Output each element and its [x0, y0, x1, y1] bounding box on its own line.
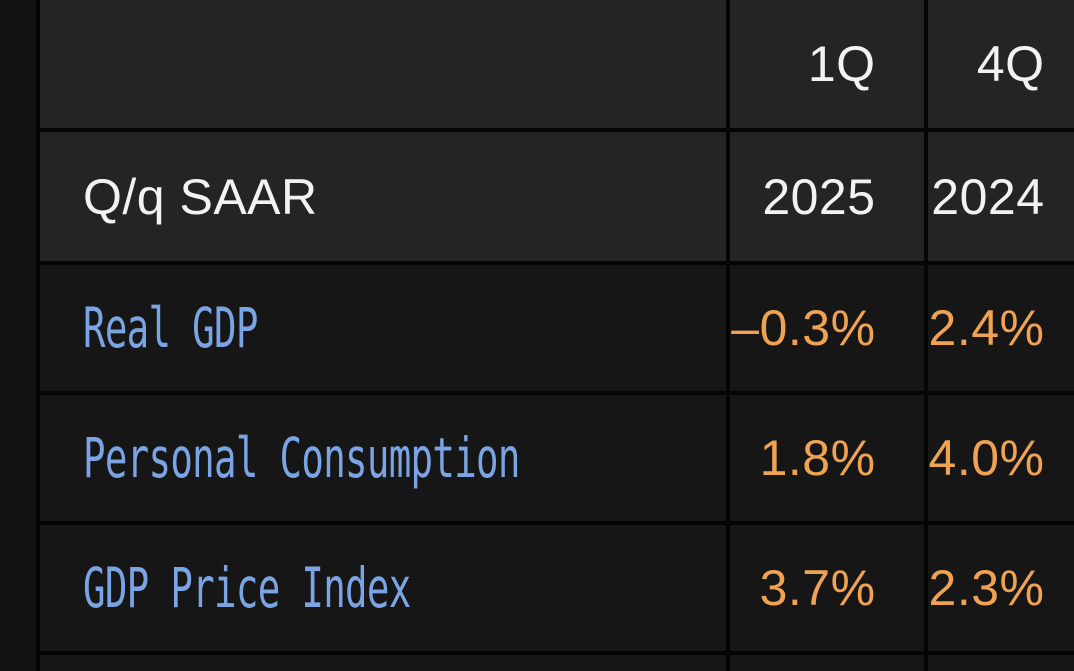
year-2024-cell: 2024: [923, 128, 1074, 265]
row-label-cell: Personal Consumption: [35, 391, 731, 525]
cutoff-row-cell: [923, 651, 1074, 671]
table-row-gdp-price-index[interactable]: GDP Price Index 3.7% 2.3%: [35, 521, 1074, 655]
quarter-4q-label: 4Q: [976, 36, 1045, 92]
value-cell: 2.4%: [923, 261, 1074, 395]
value-cell: 1.8%: [726, 391, 928, 525]
corner-label: Q/q SAAR: [83, 168, 318, 225]
value-4q-2024: 2.4%: [928, 300, 1045, 356]
value-4q-2024: 4.0%: [928, 430, 1045, 486]
cutoff-row-cell: [35, 651, 731, 671]
value-cell: 3.7%: [726, 521, 928, 655]
table-row-personal-consumption[interactable]: Personal Consumption 1.8% 4.0%: [35, 391, 1074, 525]
cutoff-next-row: [35, 651, 1074, 671]
row-label-cell: GDP Price Index: [35, 521, 731, 655]
year-2025-cell: 2025: [726, 128, 928, 265]
row-label-cell: Real GDP: [35, 261, 731, 395]
value-cell: –0.3%: [726, 261, 928, 395]
row-label: Real GDP: [83, 296, 258, 360]
quarter-1q-cell: 1Q: [726, 0, 928, 132]
corner-label-cell: Q/q SAAR: [35, 128, 731, 265]
row-label: GDP Price Index: [83, 556, 411, 620]
value-4q-2024: 2.3%: [928, 560, 1045, 616]
year-2025-label: 2025: [762, 168, 876, 225]
quarter-header-row: 1Q 4Q: [35, 0, 1074, 132]
value-cell: 4.0%: [923, 391, 1074, 525]
corner-empty-cell: [35, 0, 731, 132]
value-1q-2025: 3.7%: [759, 560, 876, 616]
value-1q-2025: –0.3%: [731, 300, 876, 356]
value-1q-2025: 1.8%: [759, 430, 876, 486]
row-label: Personal Consumption: [83, 426, 520, 490]
value-cell: 2.3%: [923, 521, 1074, 655]
quarter-4q-cell: 4Q: [923, 0, 1074, 132]
year-header-row: Q/q SAAR 2025 2024: [35, 128, 1074, 265]
quarter-1q-label: 1Q: [807, 36, 876, 92]
cutoff-row-cell: [726, 651, 928, 671]
table-row-real-gdp[interactable]: Real GDP –0.3% 2.4%: [35, 261, 1074, 395]
gdp-table-wrap: 1Q 4Q Q/q SAAR 2025 2024: [35, 0, 1074, 671]
gdp-table: 1Q 4Q Q/q SAAR 2025 2024: [35, 0, 1074, 671]
year-2024-label: 2024: [931, 168, 1045, 225]
